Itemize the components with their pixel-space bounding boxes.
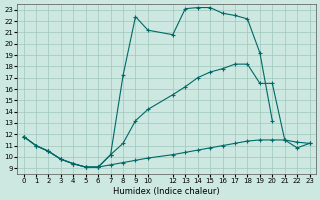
X-axis label: Humidex (Indice chaleur): Humidex (Indice chaleur) <box>113 187 220 196</box>
